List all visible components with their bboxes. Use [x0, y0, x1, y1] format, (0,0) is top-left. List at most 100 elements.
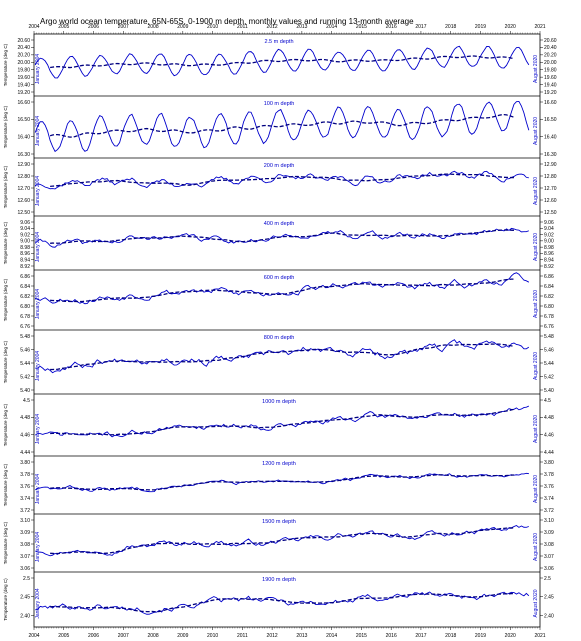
- y-tick-label-right: 3.80: [544, 460, 554, 466]
- y-axis-label: Temperature (deg C): [3, 521, 8, 564]
- y-tick-label-left: 2.45: [20, 595, 30, 601]
- x-tick-label-top: 2013: [296, 24, 307, 30]
- x-tick-label-bottom: 2006: [88, 633, 99, 639]
- panel-depth-title: 200 m depth: [264, 163, 295, 169]
- y-tick-label-left: 3.80: [20, 460, 30, 466]
- y-tick-label-right: 6.80: [544, 304, 554, 310]
- y-tick-label-left: 8.92: [20, 264, 30, 270]
- y-tick-label-right: 20.20: [544, 53, 557, 59]
- y-tick-label-left: 3.07: [20, 554, 30, 560]
- y-axis-label: Temperature (deg C): [3, 578, 8, 621]
- y-tick-label-left: 3.10: [20, 518, 30, 524]
- panel-depth-title: 1500 m depth: [262, 519, 296, 525]
- panel-10: 2.40 2.40 2.45 2.45 2.5 2.5 Temperature (deg C…: [3, 571, 554, 621]
- y-tick-label-right: 5.42: [544, 374, 554, 380]
- y-tick-label-left: 19.40: [17, 82, 30, 88]
- start-date-label: January 2004: [35, 176, 41, 207]
- y-tick-label-left: 8.98: [20, 245, 30, 251]
- y-tick-label-right: 19.60: [544, 75, 557, 81]
- y-axis-label: Temperature (deg C): [3, 403, 8, 446]
- y-tick-label-left: 3.06: [20, 566, 30, 572]
- x-tick-label-top: 2015: [356, 24, 367, 30]
- y-tick-label-right: 3.06: [544, 566, 554, 572]
- y-tick-label-left: 12.70: [17, 186, 30, 192]
- y-tick-label-left: 9.02: [20, 232, 30, 238]
- y-tick-label-right: 3.07: [544, 554, 554, 560]
- y-tick-label-right: 12.50: [544, 210, 557, 216]
- x-tick-label-top: 2019: [475, 24, 486, 30]
- y-tick-label-right: 16.40: [544, 134, 557, 140]
- monthly-series-line: [35, 591, 530, 615]
- panel-8: 3.72 3.72 3.74 3.74 3.76 3.76 3.78 3.78 3.80 3.80…: [3, 455, 554, 514]
- panel-6: 5.40 5.40 5.42 5.42 5.44 5.44 5.46 5.46 5.48 5.48…: [3, 329, 554, 394]
- x-tick-label-bottom: 2012: [267, 633, 278, 639]
- y-axis-label: Temperature (deg C): [3, 105, 8, 148]
- running-average-line: [50, 474, 514, 491]
- y-tick-label-right: 12.90: [544, 162, 557, 168]
- y-axis-label: Temperature (deg C): [3, 221, 8, 264]
- y-tick-label-right: 3.74: [544, 496, 554, 502]
- chart-title: Argo world ocean temperature, 65N-65S, 0…: [40, 17, 414, 26]
- y-tick-label-left: 16.40: [17, 134, 30, 140]
- y-tick-label-right: 4.44: [544, 450, 554, 456]
- y-tick-label-right: 5.48: [544, 334, 554, 340]
- running-average-line: [50, 343, 515, 371]
- y-tick-label-left: 12.90: [17, 162, 30, 168]
- y-tick-label-left: 9.04: [20, 226, 30, 232]
- y-tick-label-left: 6.86: [20, 274, 30, 280]
- y-tick-label-left: 6.82: [20, 294, 30, 300]
- y-tick-label-left: 6.76: [20, 324, 30, 330]
- y-tick-label-right: 3.09: [544, 530, 554, 536]
- y-tick-label-left: 3.09: [20, 530, 30, 536]
- panel-depth-title: 2.5 m depth: [264, 39, 293, 45]
- panel-depth-title: 600 m depth: [264, 275, 295, 281]
- y-tick-label-left: 20.60: [17, 38, 30, 44]
- y-tick-label-left: 6.84: [20, 284, 30, 290]
- y-tick-label-right: 6.76: [544, 324, 554, 330]
- panel-depth-title: 400 m depth: [264, 221, 295, 227]
- panel-7: 4.44 4.44 4.46 4.46 4.48 4.48 4.5 4.5 Temperatur…: [3, 393, 554, 456]
- x-tick-label-bottom: 2008: [147, 633, 158, 639]
- start-date-label: January 2004: [35, 414, 41, 445]
- x-tick-label-top: 2008: [147, 24, 158, 30]
- x-tick-label-top: 2004: [28, 24, 39, 30]
- x-tick-label-bottom: 2005: [58, 633, 69, 639]
- y-tick-label-right: 3.76: [544, 484, 554, 490]
- x-tick-label-top: 2014: [326, 24, 337, 30]
- start-date-label: January 2004: [35, 54, 41, 85]
- y-tick-label-left: 3.78: [20, 472, 30, 478]
- x-tick-label-bottom: 2011: [237, 633, 248, 639]
- x-tick-label-top: 2007: [118, 24, 129, 30]
- start-date-label: January 2004: [35, 351, 41, 382]
- y-tick-label-right: 3.72: [544, 508, 554, 514]
- y-tick-label-right: 9.04: [544, 226, 554, 232]
- end-date-label: August 2020: [533, 177, 539, 205]
- y-tick-label-left: 4.44: [20, 450, 30, 456]
- end-date-label: August 2020: [533, 352, 539, 380]
- panel-depth-title: 800 m depth: [264, 335, 295, 341]
- panel-depth-title: 1000 m depth: [262, 399, 296, 405]
- y-tick-label-left: 2.40: [20, 613, 30, 619]
- x-axis-layer: 2004 2004 2005 2005 2006 2006 2007 2007 2008 2008…: [28, 24, 545, 639]
- y-tick-label-right: 6.82: [544, 294, 554, 300]
- y-tick-label-right: 4.46: [544, 432, 554, 438]
- start-date-label: January 2004: [35, 588, 41, 619]
- x-tick-label-bottom: 2020: [505, 633, 516, 639]
- y-tick-label-left: 6.80: [20, 304, 30, 310]
- x-tick-label-bottom: 2010: [207, 633, 218, 639]
- y-tick-label-right: 16.60: [544, 100, 557, 106]
- y-axis-label: Temperature (deg C): [3, 165, 8, 208]
- x-tick-label-top: 2018: [445, 24, 456, 30]
- panel-depth-title: 1900 m depth: [262, 577, 296, 583]
- y-tick-label-right: 9.02: [544, 232, 554, 238]
- y-tick-label-right: 3.10: [544, 518, 554, 524]
- panel-5: 6.76 6.76 6.78 6.78 6.80 6.80 6.82 6.82 6.84 6.84…: [3, 269, 554, 330]
- monthly-series-line: [34, 45, 530, 79]
- x-tick-label-top: 2010: [207, 24, 218, 30]
- y-tick-label-left: 12.60: [17, 198, 30, 204]
- end-date-label: August 2020: [533, 533, 539, 561]
- y-tick-label-right: 5.44: [544, 361, 554, 367]
- x-tick-label-bottom: 2004: [28, 633, 39, 639]
